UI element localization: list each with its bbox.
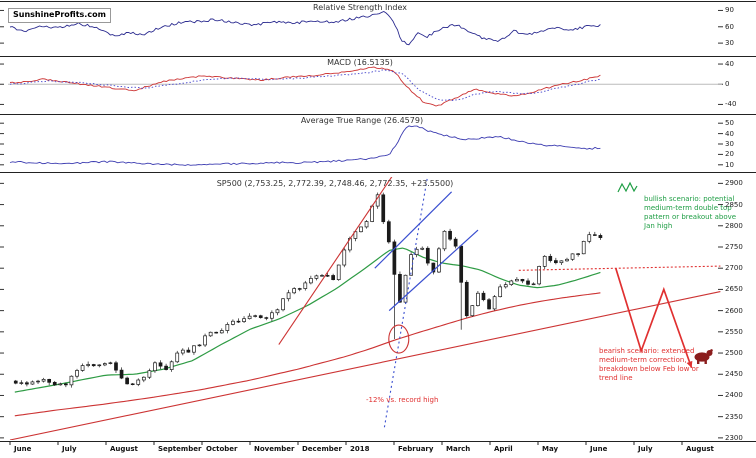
y-axis-label: 10 (725, 160, 734, 169)
y-axis-label: 20 (725, 150, 734, 159)
x-axis-label: September (158, 445, 202, 453)
macd-panel-title: MACD (16.5135) (327, 58, 393, 67)
bullish-scenario-note: bullish scenario: potential medium-term … (644, 195, 737, 230)
y-axis-label: 50 (725, 119, 734, 128)
arrowhead (686, 360, 693, 368)
bearish-projection-arrow (614, 267, 693, 369)
x-axis-label: February (398, 445, 434, 453)
x-axis-label: May (542, 445, 559, 453)
x-axis-label: August (110, 445, 138, 453)
x-axis-label: July (62, 445, 77, 453)
ma-fast-line (14, 247, 601, 393)
y-axis-label: 2450 (725, 370, 743, 379)
candlesticks (13, 192, 603, 388)
y-axis-label: 2850 (725, 200, 743, 209)
bear-icon (694, 349, 713, 364)
x-axis-label: August (686, 445, 714, 453)
atr-panel-title: Average True Range (26.4579) (300, 116, 424, 125)
x-axis-label: March (446, 445, 471, 453)
sp500-plot (9, 177, 721, 440)
y-axis-label: 60 (725, 22, 734, 31)
ma-slow-line (14, 292, 601, 417)
sp500-panel-title: SP500 (2,753.25, 2,772.39, 2,748.46, 2,7… (216, 179, 454, 188)
resistance-dotted-line (518, 265, 721, 271)
y-axis-label: 2750 (725, 242, 743, 251)
x-axis-label: 2018 (350, 445, 370, 453)
y-axis-label: -40 (725, 100, 737, 109)
y-axis-label: 2700 (725, 264, 743, 273)
blue-channel-lower-line (388, 229, 479, 312)
y-axis-label: 2500 (725, 349, 743, 358)
y-axis-label: 90 (725, 6, 734, 15)
y-axis-label: 2350 (725, 412, 743, 421)
y-axis-label: 2300 (725, 433, 743, 442)
double-top-pattern-icon (617, 181, 638, 193)
y-axis-label: 0 (725, 80, 730, 89)
x-axis-label: October (206, 445, 238, 453)
brand-profits: Profits.com (54, 10, 106, 19)
brand-logo[interactable]: SunshineProfits.com (8, 8, 111, 23)
y-axis-label: 30 (725, 39, 734, 48)
rsi-line (9, 10, 601, 46)
y-axis-label: 30 (725, 140, 734, 148)
y-axis-label: 40 (725, 129, 734, 138)
y-axis-label: 40 (725, 60, 734, 69)
macd-line (9, 66, 601, 107)
x-axis-label: July (638, 445, 653, 453)
y-axis-label: 2900 (725, 179, 743, 188)
x-axis-label: November (254, 445, 295, 453)
atr-line (9, 125, 601, 166)
x-axis-label: June (590, 445, 608, 453)
y-axis-label: 2600 (725, 306, 743, 315)
y-axis-label: 2400 (725, 391, 743, 400)
rsi-panel-title: Relative Strength Index (313, 3, 407, 12)
drawdown-note: -12% vs. record high (366, 396, 439, 404)
bearish-scenario-note: bearish scenario: extended medium-term c… (599, 347, 699, 382)
y-axis-label: 2800 (725, 221, 743, 230)
brand-sunshine: Sunshine (13, 10, 55, 19)
blue-channel-upper-line (374, 191, 453, 269)
x-axis-label: December (302, 445, 342, 453)
breakdown-circle (388, 324, 410, 354)
y-axis-label: 2650 (725, 285, 743, 294)
x-axis-label: June (14, 445, 32, 453)
steep-rally-line (278, 177, 393, 345)
y-axis-label: 2550 (725, 327, 743, 336)
rising-trendline (9, 290, 721, 440)
x-axis-label: April (494, 445, 513, 453)
